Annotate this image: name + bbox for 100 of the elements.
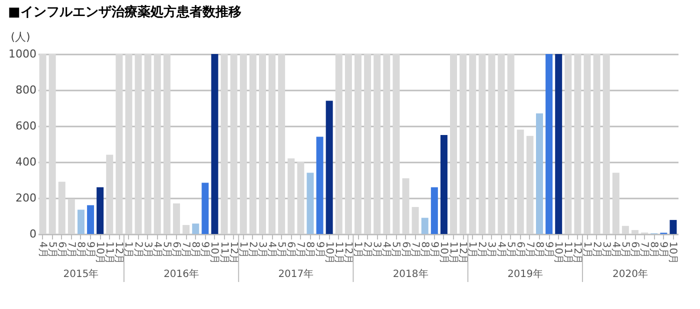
bar [374, 54, 381, 234]
x-tick-label: 6月 [285, 242, 296, 258]
bar [469, 54, 476, 234]
bar [632, 230, 639, 234]
bar [306, 172, 314, 234]
bar [87, 205, 94, 234]
bar [326, 100, 333, 234]
x-tick-label: 1月 [466, 242, 478, 258]
bar [297, 162, 304, 234]
x-tick-label: 8月 [648, 242, 660, 258]
bar [154, 54, 161, 234]
bar [249, 54, 256, 234]
bar [230, 54, 238, 234]
bar [574, 54, 582, 234]
bar [77, 210, 84, 234]
bar [498, 54, 505, 234]
bar [68, 198, 75, 234]
x-tick-label: 11月 [218, 242, 230, 264]
x-tick-label: 12月 [572, 242, 583, 264]
bar [182, 225, 190, 234]
x-tick-label: 2月 [362, 242, 373, 258]
bar [240, 54, 247, 234]
bar [546, 54, 553, 234]
bar [125, 54, 132, 234]
y-tick-label: 1000 [8, 48, 36, 60]
bar [612, 172, 620, 234]
bar [116, 54, 123, 234]
bar [584, 54, 591, 234]
x-tick-label: 7月 [180, 242, 192, 258]
x-tick-label: 5月 [390, 242, 402, 258]
bar [526, 136, 534, 234]
bar [488, 54, 496, 234]
bar [278, 54, 286, 234]
bar [96, 187, 104, 234]
x-tick-label: 4月 [495, 242, 506, 258]
x-tick-label: 6月 [400, 242, 411, 258]
x-tick-label: 11月 [104, 242, 115, 264]
bar [555, 54, 562, 234]
x-tick-label: 4月 [380, 242, 392, 258]
x-tick-label: 1月 [352, 242, 363, 258]
bar [421, 218, 428, 234]
x-tick-label: 10月 [208, 242, 220, 264]
y-axis-title: (人) [10, 30, 30, 44]
bar [383, 54, 390, 234]
bar [134, 54, 142, 234]
y-tick-label: 0 [30, 228, 36, 240]
x-tick-label: 8月 [190, 242, 201, 258]
bar [507, 54, 514, 234]
bar [211, 54, 218, 234]
bar [48, 54, 56, 234]
bar [106, 154, 114, 234]
bar [516, 130, 524, 234]
x-tick-label: 1月 [581, 242, 592, 258]
x-tick-label: 2月 [476, 242, 488, 258]
bar [670, 220, 677, 234]
text: 2019年 [507, 268, 543, 280]
x-tick-label: 3月 [371, 242, 382, 258]
bar [268, 54, 276, 234]
x-tick-label: 3月 [486, 242, 497, 258]
text: 2018年 [392, 268, 428, 280]
y-tick-label: 800 [16, 84, 36, 96]
x-tick-label: 12月 [113, 242, 124, 264]
bar [478, 54, 486, 234]
bar [344, 54, 352, 234]
x-tick-label: 12月 [457, 242, 468, 264]
bar [593, 54, 600, 234]
x-tick-label: 6月 [629, 242, 640, 258]
text: 2015年 [63, 268, 99, 280]
bar [288, 158, 295, 234]
x-tick-label: 4月 [36, 242, 48, 258]
bar [144, 54, 152, 234]
x-tick-label: 9月 [543, 242, 554, 258]
x-tick-label: 4月 [266, 242, 278, 258]
text: 2017年 [278, 268, 314, 280]
x-tick-label: 8月 [304, 242, 316, 258]
x-tick-label: 1月 [237, 242, 248, 258]
x-tick-label: 7月 [294, 242, 306, 258]
bar [258, 54, 266, 234]
x-tick-label: 10月 [667, 242, 678, 264]
bar [460, 54, 467, 234]
text: 2016年 [164, 268, 200, 280]
bar [430, 187, 438, 234]
x-tick-label: 2月 [132, 242, 144, 258]
bar [316, 136, 324, 234]
bar [335, 54, 342, 234]
bar [622, 226, 629, 234]
bar [364, 54, 372, 234]
x-tick-label: 9月 [199, 242, 210, 258]
bar [440, 135, 448, 234]
bar [392, 54, 400, 234]
x-tick-label: 9月 [314, 242, 325, 258]
x-tick-label: 6月 [170, 242, 182, 258]
bar [163, 54, 170, 234]
bar [412, 207, 419, 234]
bar [564, 54, 572, 234]
bar [192, 224, 200, 234]
bar [58, 182, 66, 234]
y-tick-label: 200 [16, 192, 36, 204]
x-tick-label: 5月 [276, 242, 287, 258]
chart-title: ■インフルエンザ治療薬処方患者数推移 [8, 4, 242, 20]
